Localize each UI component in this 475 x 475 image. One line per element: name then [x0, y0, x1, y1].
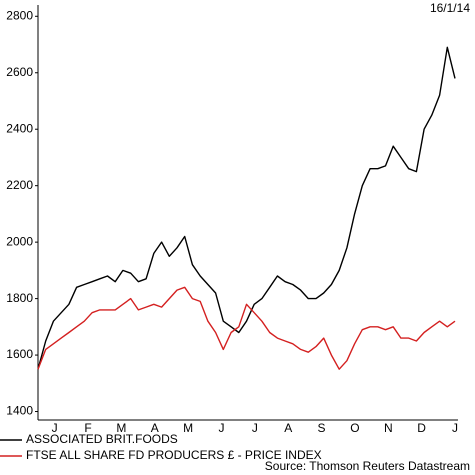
x-tick-label: J — [252, 421, 258, 435]
x-tick-label: J — [52, 421, 58, 435]
x-tick-label: A — [151, 421, 159, 435]
legend-label: FTSE ALL SHARE FD PRODUCERS £ - PRICE IN… — [26, 448, 322, 462]
x-tick-label: J — [452, 421, 458, 435]
series-line — [37, 286, 456, 370]
x-tick-label: A — [284, 421, 292, 435]
y-tick-label: 1600 — [6, 347, 33, 361]
series-line — [37, 46, 456, 370]
x-tick-label: S — [318, 421, 326, 435]
y-tick-label: 2600 — [6, 65, 33, 79]
date-label: 16/1/14 — [430, 1, 470, 15]
x-tick-label: N — [384, 421, 393, 435]
y-tick-label: 1800 — [6, 291, 33, 305]
y-tick-label: 1400 — [6, 404, 33, 418]
y-tick-label: 2200 — [6, 178, 33, 192]
x-tick-label: O — [350, 421, 359, 435]
y-tick-label: 2400 — [6, 121, 33, 135]
y-tick-label: 2000 — [6, 234, 33, 248]
x-tick-label: D — [417, 421, 426, 435]
source: Source: Thomson Reuters Datastream — [265, 459, 470, 473]
x-tick-label: M — [183, 421, 193, 435]
y-tick-label: 2800 — [6, 8, 33, 22]
x-tick-label: J — [218, 421, 224, 435]
x-tick-label: F — [84, 421, 91, 435]
legend-label: ASSOCIATED BRIT.FOODS — [26, 432, 178, 446]
x-tick-label: M — [116, 421, 126, 435]
